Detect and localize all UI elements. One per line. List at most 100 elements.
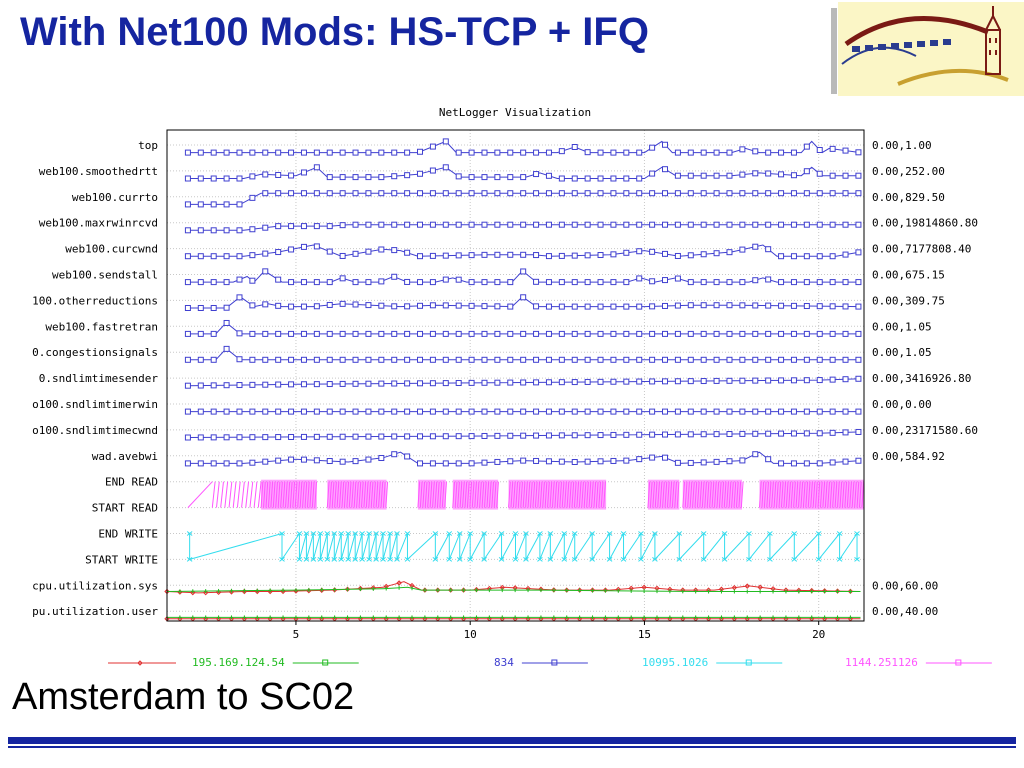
write-marker	[854, 557, 860, 562]
read-event	[496, 481, 499, 508]
write-marker	[279, 531, 285, 536]
series-point	[610, 175, 617, 182]
series-point	[752, 170, 759, 177]
read-event	[270, 481, 274, 508]
write-marker	[380, 557, 386, 562]
row-label: o100.sndlimtimerwin	[32, 398, 158, 411]
series-point	[326, 330, 333, 337]
series-point	[713, 408, 720, 415]
series-point	[674, 330, 681, 337]
read-event	[539, 481, 543, 508]
series-point	[417, 302, 424, 309]
series-point	[726, 408, 733, 415]
series-point	[636, 303, 643, 310]
series-point	[300, 433, 307, 440]
series-point	[636, 431, 643, 438]
read-event	[508, 481, 511, 508]
series-point	[468, 252, 475, 259]
read-event	[556, 481, 560, 508]
series-point	[533, 149, 540, 156]
series-point	[275, 171, 282, 178]
series-point	[765, 149, 772, 156]
series-point	[842, 330, 849, 337]
series-point	[236, 175, 243, 182]
row-label: web100.currto	[72, 191, 158, 204]
series-point	[752, 408, 759, 415]
series-point	[855, 356, 862, 363]
series-point	[520, 149, 527, 156]
row-label: o100.sndlimtimecwnd	[32, 424, 158, 437]
series-point	[855, 457, 862, 464]
read-event	[306, 481, 310, 508]
write-marker	[303, 557, 310, 562]
series-point	[687, 459, 694, 466]
series-point	[210, 279, 217, 286]
series-point	[597, 149, 604, 156]
series-point	[662, 166, 669, 173]
legend-marker	[551, 659, 558, 666]
series-point	[249, 252, 256, 259]
series-point	[790, 460, 797, 467]
series-point	[790, 279, 797, 286]
write-link	[333, 533, 342, 560]
write-link	[818, 533, 840, 560]
series-point	[700, 149, 707, 156]
read-event	[839, 481, 843, 508]
read-event	[718, 481, 722, 508]
read-event	[385, 481, 389, 508]
legend-marker	[322, 659, 329, 666]
write-marker	[352, 531, 359, 536]
x-tick-label: 10	[464, 628, 477, 641]
series-point	[803, 279, 810, 286]
series-point	[455, 276, 462, 283]
x-tick-label: 5	[293, 628, 300, 641]
series-point	[326, 381, 333, 388]
series-point	[507, 221, 514, 228]
series-point	[300, 456, 307, 463]
write-link	[609, 533, 624, 560]
series-point	[649, 248, 656, 255]
write-marker	[317, 531, 324, 536]
series-point	[597, 279, 604, 286]
series-point	[223, 227, 230, 234]
series-point	[210, 175, 217, 182]
series-point	[326, 279, 333, 286]
read-event	[424, 481, 428, 508]
series-point	[326, 190, 333, 197]
read-event	[452, 481, 456, 508]
series-point	[326, 174, 333, 181]
read-event	[348, 481, 352, 508]
series-point	[623, 190, 630, 197]
series-point	[674, 172, 681, 179]
read-event	[554, 481, 558, 508]
read-event	[581, 481, 584, 508]
series-point	[674, 302, 681, 309]
footer-rule-thin	[8, 746, 1016, 748]
x-tick-label: 15	[638, 628, 651, 641]
read-event	[716, 481, 720, 508]
read-event	[549, 481, 553, 508]
write-marker	[432, 557, 439, 562]
series-point	[249, 381, 256, 388]
series-point	[300, 190, 307, 197]
read-event	[334, 481, 337, 508]
series-point	[417, 279, 424, 286]
series-point	[649, 190, 656, 197]
series-point	[739, 190, 746, 197]
write-marker	[331, 531, 338, 536]
series-point	[288, 303, 295, 310]
write-marker	[498, 531, 505, 536]
series-point	[417, 408, 424, 415]
series-point	[494, 330, 501, 337]
write-link	[793, 533, 820, 560]
series-point	[197, 434, 204, 441]
series-point	[326, 458, 333, 465]
series-point	[494, 149, 501, 156]
read-event	[763, 481, 767, 508]
row-label: cpu.utilization.sys	[32, 579, 158, 592]
series-point	[442, 138, 449, 145]
read-event	[647, 481, 651, 508]
series-point	[468, 279, 475, 286]
read-event	[304, 481, 308, 508]
series-point	[417, 356, 424, 363]
